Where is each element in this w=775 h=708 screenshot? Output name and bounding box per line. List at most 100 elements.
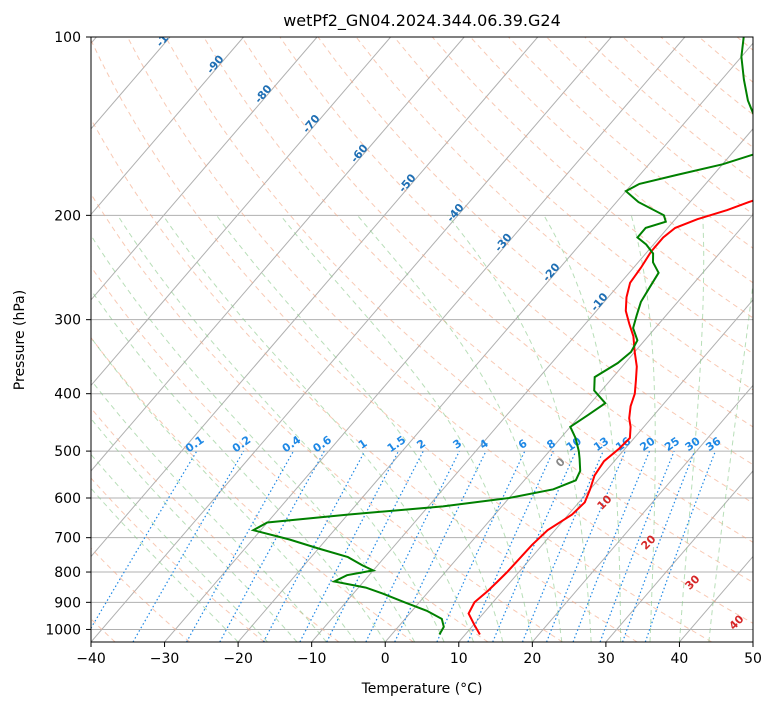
y-tick-label: 400	[54, 387, 81, 403]
moist-adiabat-line	[708, 280, 753, 642]
mixing-ratio-line	[326, 450, 424, 642]
mixing-ratio-label: 8	[544, 437, 558, 452]
dry-adiabat-line	[91, 336, 414, 642]
moist-adiabat-line	[91, 379, 327, 642]
moist-adiabat-line	[162, 215, 474, 642]
dry-adiabat-label: -60	[348, 141, 371, 165]
dry-adiabat-line	[91, 477, 265, 642]
mixing-ratio-line	[436, 450, 526, 642]
mixing-ratio-line	[186, 450, 295, 642]
dry-adiabat-line	[355, 37, 753, 391]
moist-adiabat-line	[117, 215, 445, 642]
mixing-ratio-label: 1	[356, 437, 370, 452]
dry-adiabat-label: -80	[252, 82, 275, 106]
dry-adiabat-label: -30	[492, 231, 515, 255]
isotherm-line	[91, 37, 612, 642]
x-tick-label: −10	[297, 651, 327, 667]
moist-adiabat-label: 20	[639, 532, 659, 552]
y-tick-label: 1000	[45, 622, 81, 638]
mixing-ratio-line	[219, 450, 325, 642]
isotherm-line	[605, 470, 753, 642]
dry-adiabat-line	[91, 193, 563, 642]
isotherm-line	[237, 42, 753, 642]
plot-area: 0.1 0.2 0.4 0.6 1 1.5 2 3 4 6 8 10 13 16 20 25 30 36-100-…	[91, 37, 753, 642]
dry-adiabat-label: -90	[204, 52, 227, 76]
mixing-ratio-line	[492, 450, 577, 642]
dry-adiabat-label: -20	[540, 260, 563, 284]
dry-adiabat-line	[127, 37, 753, 624]
mixing-ratio-label: 4	[477, 437, 491, 452]
y-tick-label: 600	[54, 491, 81, 507]
dry-adiabat-line	[431, 37, 753, 319]
mixing-ratio-label: 2	[414, 437, 428, 452]
mixing-ratio-line	[521, 450, 604, 642]
dewpoint-profile-line	[250, 37, 753, 636]
isotherm-line	[91, 37, 465, 472]
moist-adiabat-line	[357, 214, 563, 642]
mixing-ratio-label: 3	[451, 437, 465, 452]
isotherm-line	[384, 213, 753, 642]
y-tick-label: 200	[54, 208, 81, 224]
moist-adiabat-line	[447, 214, 592, 642]
mixing-ratio-line	[572, 450, 651, 642]
mixing-ratio-label: 0.4	[280, 433, 304, 455]
dry-adiabat-label: -70	[300, 112, 323, 136]
moist-adiabat-line	[91, 336, 357, 642]
moist-adiabat-line	[91, 417, 298, 642]
dry-adiabat-line	[241, 37, 753, 504]
mixing-ratio-line	[467, 450, 554, 642]
mixing-ratio-label: 0.6	[311, 433, 335, 455]
plot-frame	[90, 36, 754, 643]
mixing-ratio-line	[546, 450, 626, 642]
dry-adiabat-line	[91, 407, 340, 642]
isotherm-line	[91, 37, 392, 387]
dry-adiabat-line	[203, 37, 753, 543]
x-tick-label: 40	[671, 651, 689, 667]
dry-adiabat-line	[698, 37, 753, 83]
moist-adiabat-line	[280, 214, 533, 642]
x-tick-label: 10	[450, 651, 468, 667]
chart-title: wetPf2_GN04.2024.344.06.39.G24	[283, 11, 561, 31]
x-tick-label: −30	[150, 651, 180, 667]
temperature-profile-line	[467, 199, 753, 635]
dry-adiabat-line	[736, 37, 753, 51]
x-tick-label: −20	[223, 651, 253, 667]
dry-adiabat-label: -50	[396, 171, 419, 195]
moist-adiabat-line	[91, 234, 416, 642]
x-tick-label: −40	[76, 651, 106, 667]
mixing-ratio-line	[132, 450, 245, 642]
dry-adiabat-line	[470, 37, 753, 284]
x-tick-label: 20	[523, 651, 541, 667]
x-tick-label: 50	[744, 651, 762, 667]
isotherm-line	[91, 37, 318, 301]
moist-adiabat-label: 30	[683, 572, 703, 592]
isotherm-line	[752, 641, 753, 642]
dry-adiabat-line	[91, 39, 713, 642]
mixing-ratio-line	[599, 450, 675, 642]
y-axis-title: Pressure (hPa)	[12, 290, 28, 390]
moist-adiabat-line	[630, 215, 656, 642]
y-tick-label: 100	[54, 30, 81, 46]
x-tick-label: 0	[381, 651, 390, 667]
moist-adiabat-label: 10	[595, 492, 615, 512]
mixing-ratio-line	[644, 450, 716, 642]
dry-adiabat-line	[91, 265, 489, 642]
axis-ticks: −40 −30 −20 −10 0 10 20 30 40 50 100 200 300 400 500 60…	[45, 30, 762, 667]
mixing-ratio-line	[365, 450, 460, 642]
y-tick-label: 500	[54, 444, 81, 460]
mixing-ratio-label: 1.5	[385, 433, 408, 455]
x-tick-label: 30	[597, 651, 615, 667]
moist-adiabat-line	[678, 215, 705, 642]
isotherm-line	[91, 37, 244, 216]
dry-adiabat-line	[508, 37, 753, 249]
dry-adiabat-label: -40	[444, 201, 467, 225]
isotherm-line	[91, 37, 539, 558]
x-axis-title: Temperature (°C)	[361, 681, 483, 697]
y-tick-label: 800	[54, 565, 81, 581]
mixing-ratio-line	[262, 450, 366, 642]
y-tick-label: 700	[54, 531, 81, 547]
dry-adiabat-line	[393, 37, 753, 355]
y-tick-label: 300	[54, 313, 81, 329]
